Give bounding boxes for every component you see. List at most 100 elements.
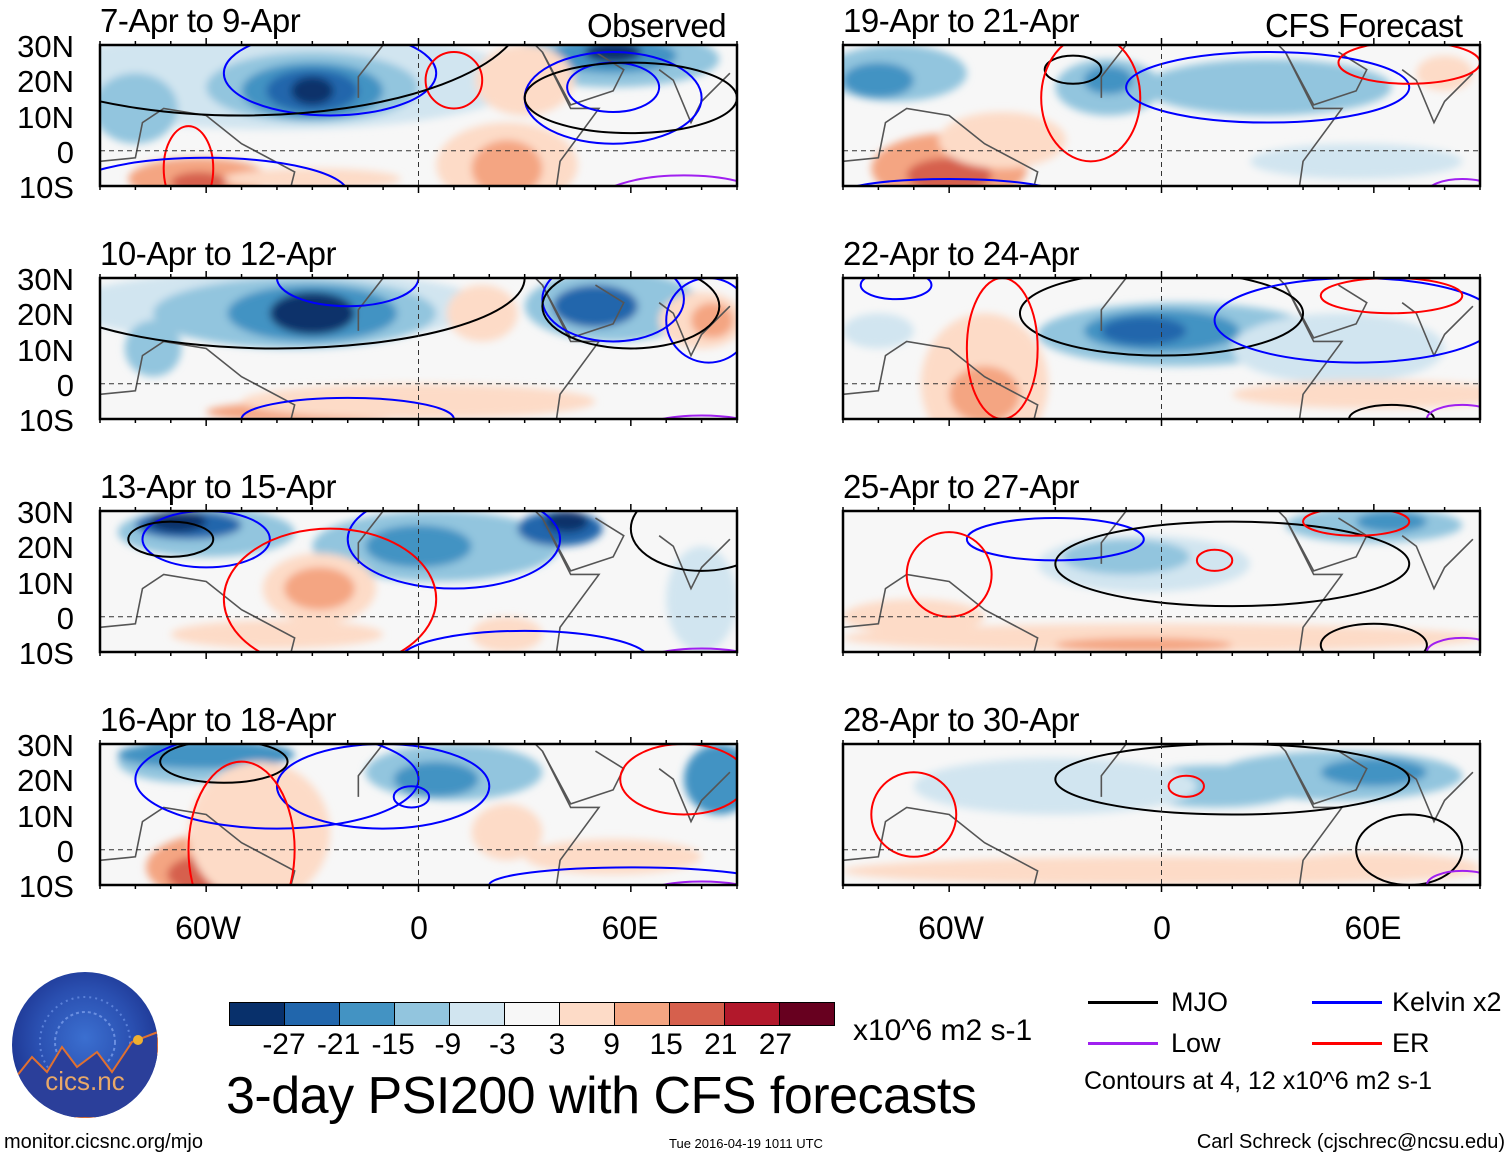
coastline [843, 806, 1039, 885]
colorbar-swatch [450, 1003, 505, 1025]
anomaly-shading [1055, 637, 1233, 652]
coastline [1284, 750, 1368, 805]
colorbar-swatch [615, 1003, 670, 1025]
colorbar-swatch [780, 1003, 834, 1025]
coastline [1284, 284, 1368, 339]
filtered-anomaly-contour [275, 744, 491, 830]
anomaly-shading [1249, 143, 1463, 179]
lat-label: 20N [17, 64, 74, 100]
map-panel [841, 38, 1482, 193]
coastline [1284, 51, 1368, 106]
anomaly-shading [471, 140, 543, 186]
filtered-anomaly-contour [488, 866, 737, 885]
coastline [541, 284, 625, 339]
anomaly-shading [552, 285, 638, 328]
coastline [1401, 768, 1474, 824]
colorbar-swatch [670, 1003, 725, 1025]
lon-label-60e-right: 60E [1344, 910, 1402, 946]
legend-line-low [1088, 1042, 1158, 1045]
colorbar-tick-label: -15 [371, 1028, 415, 1061]
legend-line-kelvin [1312, 1001, 1382, 1004]
filtered-anomaly-contour [1167, 774, 1205, 798]
lat-label: 10N [17, 332, 74, 368]
filtered-anomaly-contour [1302, 511, 1411, 537]
coastline [541, 517, 625, 572]
map-panel [98, 737, 739, 892]
anomaly-shading [690, 302, 734, 338]
lat-label: 10S [18, 869, 74, 905]
coastline [658, 69, 731, 125]
panel-title: 16-Apr to 18-Apr [100, 701, 336, 738]
filtered-anomaly-contour [1319, 278, 1464, 315]
filtered-anomaly-contour [657, 880, 737, 885]
coastline [357, 511, 601, 652]
filtered-anomaly-contour [1195, 548, 1234, 572]
anomaly-shading [843, 313, 914, 349]
lat-label: 20N [17, 763, 74, 799]
lat-label: 20N [17, 297, 74, 333]
filtered-anomaly-contour [222, 527, 438, 652]
footer-timestamp: Tue 2016-04-19 1011 UTC [669, 1136, 823, 1151]
colorbar-tick-label: -9 [434, 1028, 462, 1061]
lat-label: 10S [18, 636, 74, 672]
filtered-anomaly-contour [870, 771, 958, 858]
legend-label-er: ER [1392, 1028, 1430, 1058]
panel-title: 7-Apr to 9-Apr [100, 2, 301, 39]
map-panel [841, 504, 1482, 659]
colorbar-swatch [340, 1003, 395, 1025]
lat-label: 10S [18, 170, 74, 206]
filtered-anomaly-contour [222, 45, 438, 117]
cfs-forecast-label: CFS Forecast [1265, 7, 1463, 44]
contours-note: Contours at 4, 12 x10^6 m2 s-1 [1084, 1067, 1433, 1095]
anomaly-shading [241, 383, 596, 419]
anomaly-shading [913, 758, 1197, 815]
colorbar-tick-label: 27 [758, 1028, 793, 1061]
filtered-anomaly-contour [1043, 54, 1103, 85]
units-label: x10^6 m2 s-1 [853, 1014, 1033, 1047]
filtered-anomaly-contour [403, 629, 647, 652]
lat-label: 10N [17, 99, 74, 135]
coastline [1401, 535, 1474, 591]
filtered-anomaly-contour [629, 511, 737, 572]
anomaly-shading [393, 761, 479, 797]
colorbar-tick-label: 21 [704, 1028, 738, 1061]
lat-label: 0 [56, 833, 74, 869]
anomaly-shading [471, 616, 543, 652]
filtered-anomaly-contour [619, 744, 737, 816]
coastline [658, 535, 731, 591]
filtered-anomaly-contour [1425, 636, 1480, 652]
map-panel [98, 504, 739, 659]
filtered-anomaly-contour [159, 744, 289, 784]
colorbar-tick-label: 3 [548, 1028, 566, 1061]
filtered-anomaly-contour [612, 174, 737, 186]
footer-url[interactable]: monitor.cicsnc.org/mjo [4, 1131, 203, 1153]
lat-label: 0 [56, 600, 74, 636]
filtered-anomaly-contour [1337, 45, 1480, 85]
filtered-anomaly-contour [141, 511, 271, 569]
coastline [100, 573, 296, 652]
anomaly-shading [584, 45, 642, 63]
coastline [843, 573, 1039, 652]
logo-graphic: cics.nc [12, 996, 158, 1118]
anomaly-shading [1416, 55, 1473, 91]
anomaly-shading [1356, 511, 1427, 533]
svg-text:cics.nc: cics.nc [45, 1066, 124, 1096]
map-panel [98, 271, 739, 426]
coastline [1401, 69, 1474, 125]
anomaly-shading [683, 744, 737, 815]
coastline [100, 340, 296, 419]
anomaly-shading [365, 525, 472, 568]
lon-label-0: 0 [410, 910, 428, 946]
anomaly-shading [170, 620, 384, 649]
legend-label-kelvin: Kelvin x2 [1392, 987, 1502, 1017]
colorbar-swatch [505, 1003, 560, 1025]
filtered-anomaly-contour [127, 520, 215, 558]
filtered-anomaly-contour [1213, 278, 1480, 364]
anomaly-shading [1267, 853, 1480, 882]
filtered-anomaly-contour [657, 414, 737, 419]
coastline [843, 107, 1039, 186]
coastline [658, 768, 731, 824]
anomaly-shading [291, 76, 334, 105]
footer-author: Carl Schreck (cjschrec@ncsu.edu) [1196, 1131, 1505, 1153]
coastline [100, 107, 296, 186]
